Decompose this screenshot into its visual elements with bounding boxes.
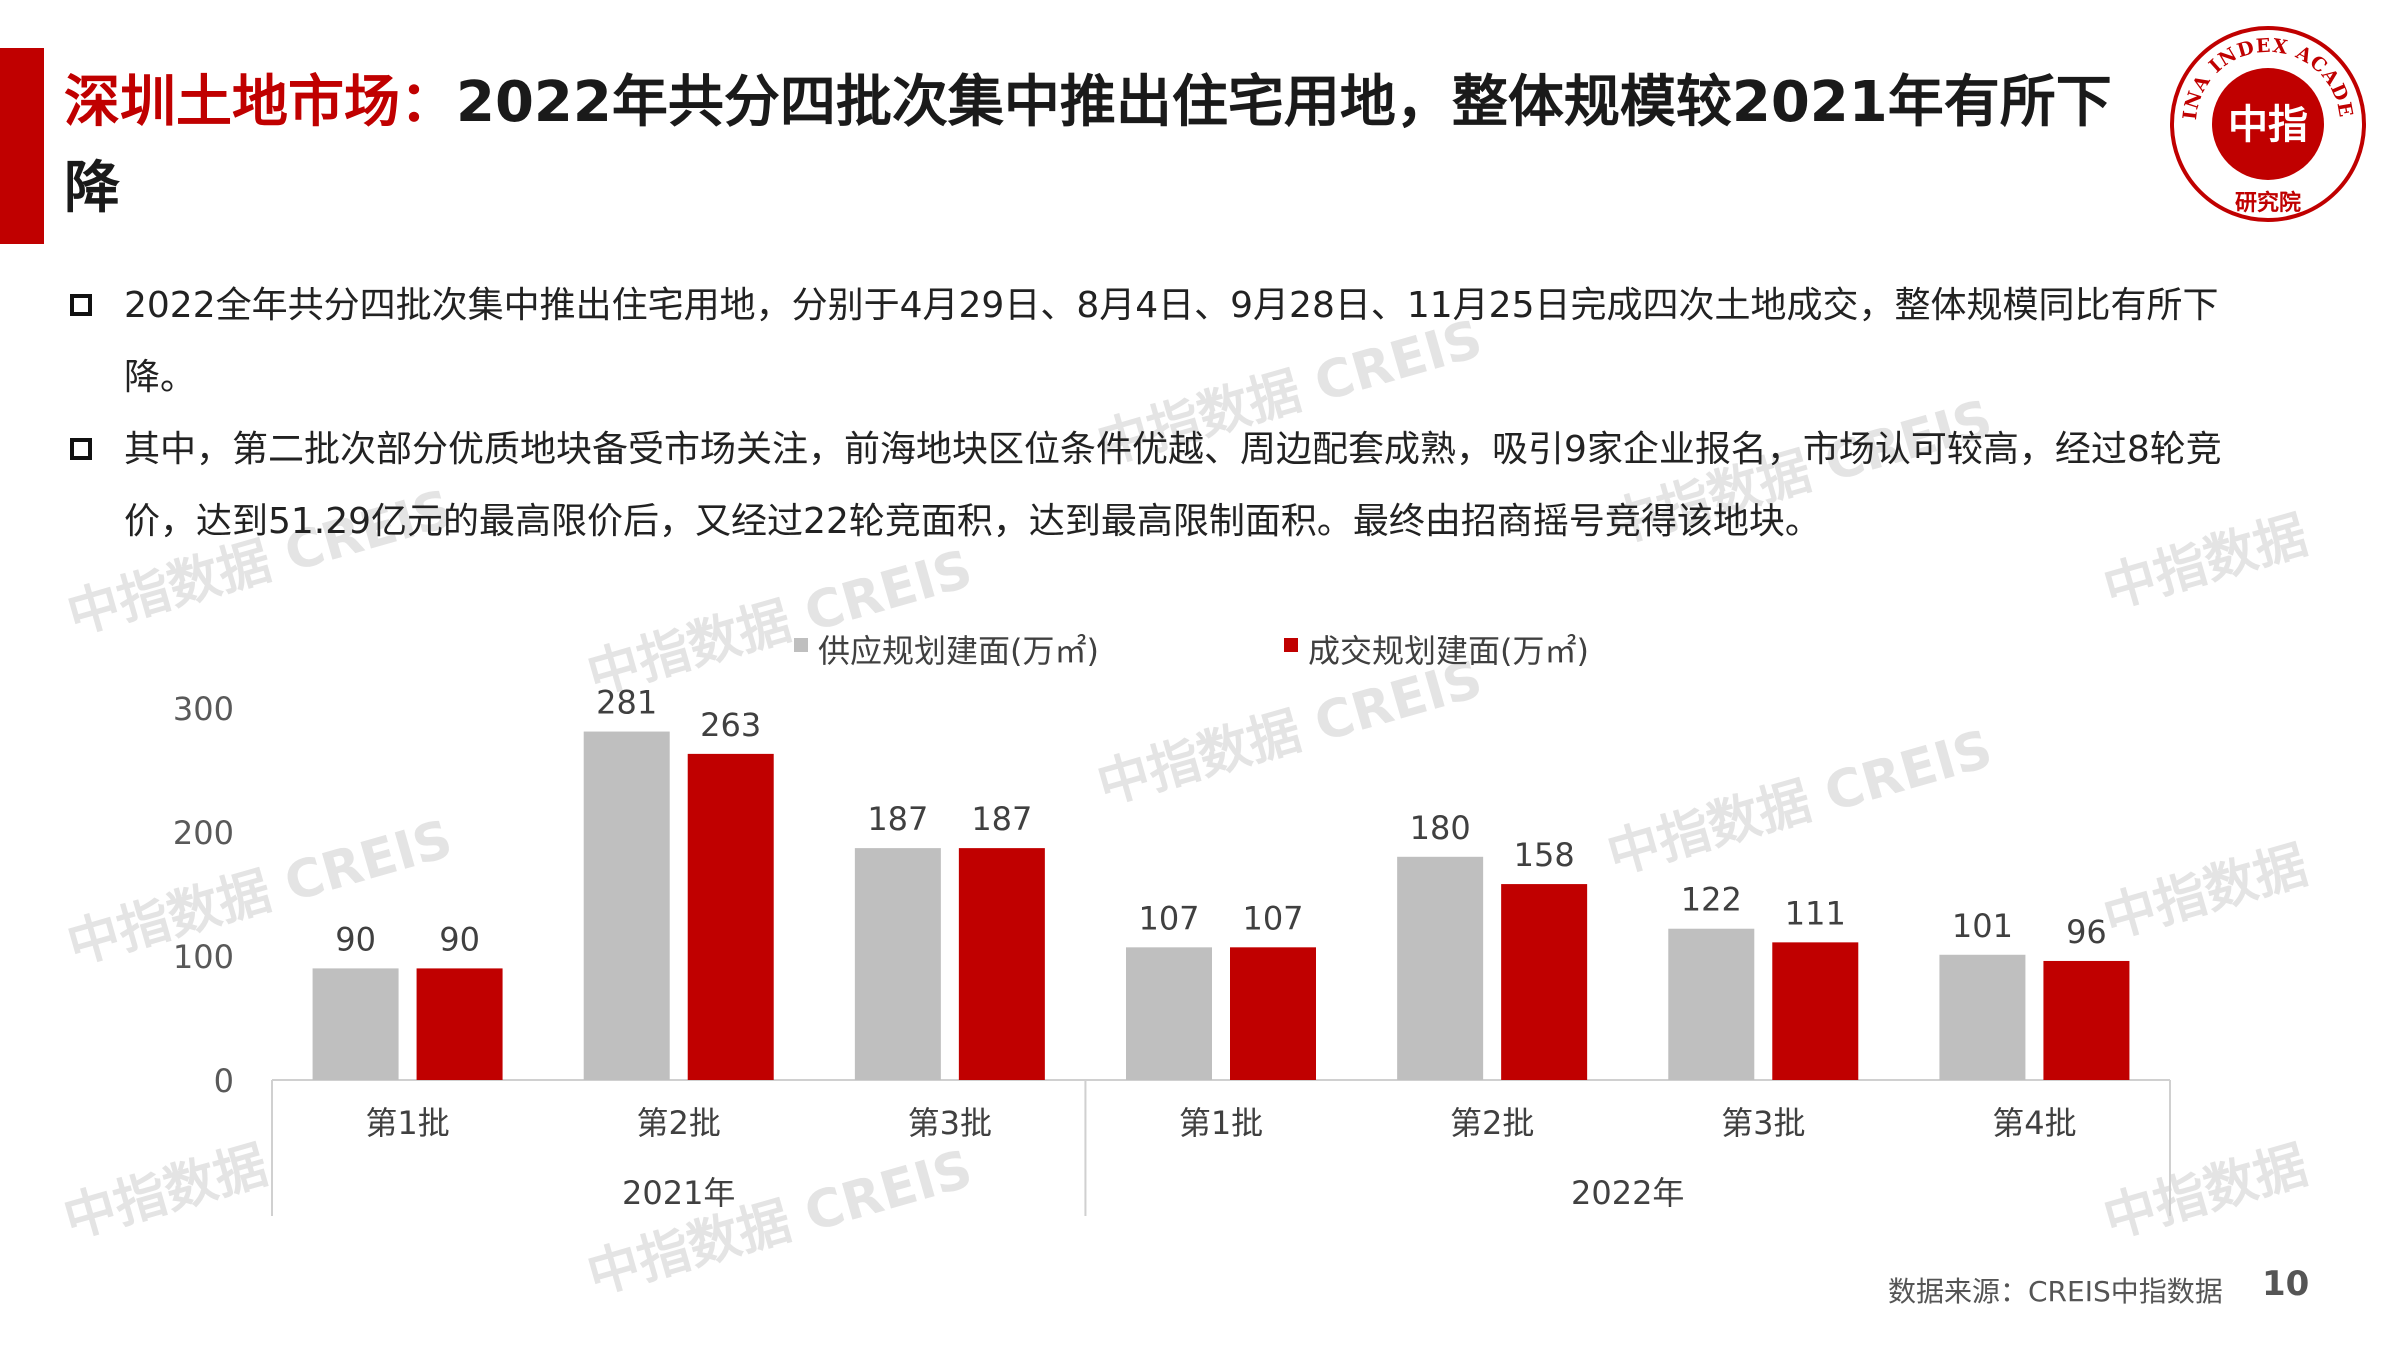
legend-swatch	[1284, 638, 1298, 652]
x-tick-label: 第1批	[1179, 1104, 1263, 1142]
bar	[1230, 947, 1316, 1080]
logo-center-text: 中指	[2228, 102, 2308, 148]
bar	[958, 848, 1045, 1080]
bar	[854, 848, 941, 1080]
bullet-item: 2022全年共分四批次集中推出住宅用地，分别于4月29日、8月4日、9月28日、…	[70, 270, 2290, 414]
title-highlight: 深圳土地市场：	[64, 70, 456, 135]
data-label: 107	[1138, 899, 1199, 937]
x-tick-label: 第3批	[1721, 1104, 1805, 1142]
bar	[1501, 884, 1588, 1080]
data-label: 187	[867, 800, 928, 838]
data-label: 281	[596, 684, 657, 722]
x-tick-label: 第3批	[908, 1104, 992, 1142]
bar	[583, 731, 670, 1080]
legend-label: 成交规划建面(万㎡)	[1308, 632, 1589, 670]
data-label: 122	[1681, 881, 1742, 919]
bar	[1772, 942, 1859, 1080]
bullet-list: 2022全年共分四批次集中推出住宅用地，分别于4月29日、8月4日、9月28日、…	[70, 270, 2290, 558]
data-label: 158	[1514, 836, 1575, 874]
x-tick-label: 第2批	[1450, 1104, 1534, 1142]
page-title: 深圳土地市场：2022年共分四批次集中推出住宅用地，整体规模较2021年有所下降	[64, 60, 2144, 232]
data-label: 263	[700, 706, 761, 744]
bar	[416, 968, 503, 1080]
logo-bottom-text: 研究院	[2235, 190, 2301, 216]
y-tick-label: 300	[173, 690, 234, 728]
bar	[687, 753, 774, 1080]
y-tick-label: 200	[173, 814, 234, 852]
data-label: 90	[439, 920, 480, 958]
group-label: 2022年	[1571, 1174, 1684, 1212]
bar	[1126, 947, 1212, 1080]
data-label: 107	[1242, 899, 1303, 937]
page-number: 10	[2262, 1264, 2310, 1304]
data-label: 180	[1410, 809, 1471, 847]
square-bullet-icon	[70, 438, 92, 460]
bullet-text: 2022全年共分四批次集中推出住宅用地，分别于4月29日、8月4日、9月28日、…	[124, 285, 2219, 398]
group-label: 2021年	[622, 1174, 735, 1212]
bar	[1668, 928, 1755, 1080]
data-source: 数据来源：CREIS中指数据	[1888, 1275, 2223, 1308]
legend-swatch	[794, 638, 808, 652]
china-index-academy-logo: CHINA INDEX ACADEMY 中指 研究院	[2168, 24, 2366, 222]
bar	[1397, 856, 1484, 1080]
bullet-text: 其中，第二批次部分优质地块备受市场关注，前海地块区位条件优越、周边配套成熟，吸引…	[124, 429, 2222, 542]
bar	[1939, 954, 2026, 1080]
y-tick-label: 100	[173, 938, 234, 976]
x-tick-label: 第2批	[637, 1104, 721, 1142]
square-bullet-icon	[70, 294, 92, 316]
data-label: 187	[971, 800, 1032, 838]
bar	[312, 968, 399, 1080]
data-label: 101	[1952, 907, 2013, 945]
x-tick-label: 第1批	[365, 1104, 449, 1142]
bullet-item: 其中，第二批次部分优质地块备受市场关注，前海地块区位条件优越、周边配套成熟，吸引…	[70, 414, 2290, 558]
data-label: 90	[335, 920, 376, 958]
x-tick-label: 第4批	[1992, 1104, 2076, 1142]
y-tick-label: 0	[214, 1062, 234, 1100]
data-label: 96	[2066, 913, 2107, 951]
legend-label: 供应规划建面(万㎡)	[818, 632, 1099, 670]
data-label: 111	[1785, 894, 1846, 932]
bar	[2043, 960, 2130, 1080]
title-text: 2022年共分四批次集中推出住宅用地，整体规模较2021年有所下降	[64, 70, 2112, 221]
title-accent-bar	[0, 48, 44, 244]
